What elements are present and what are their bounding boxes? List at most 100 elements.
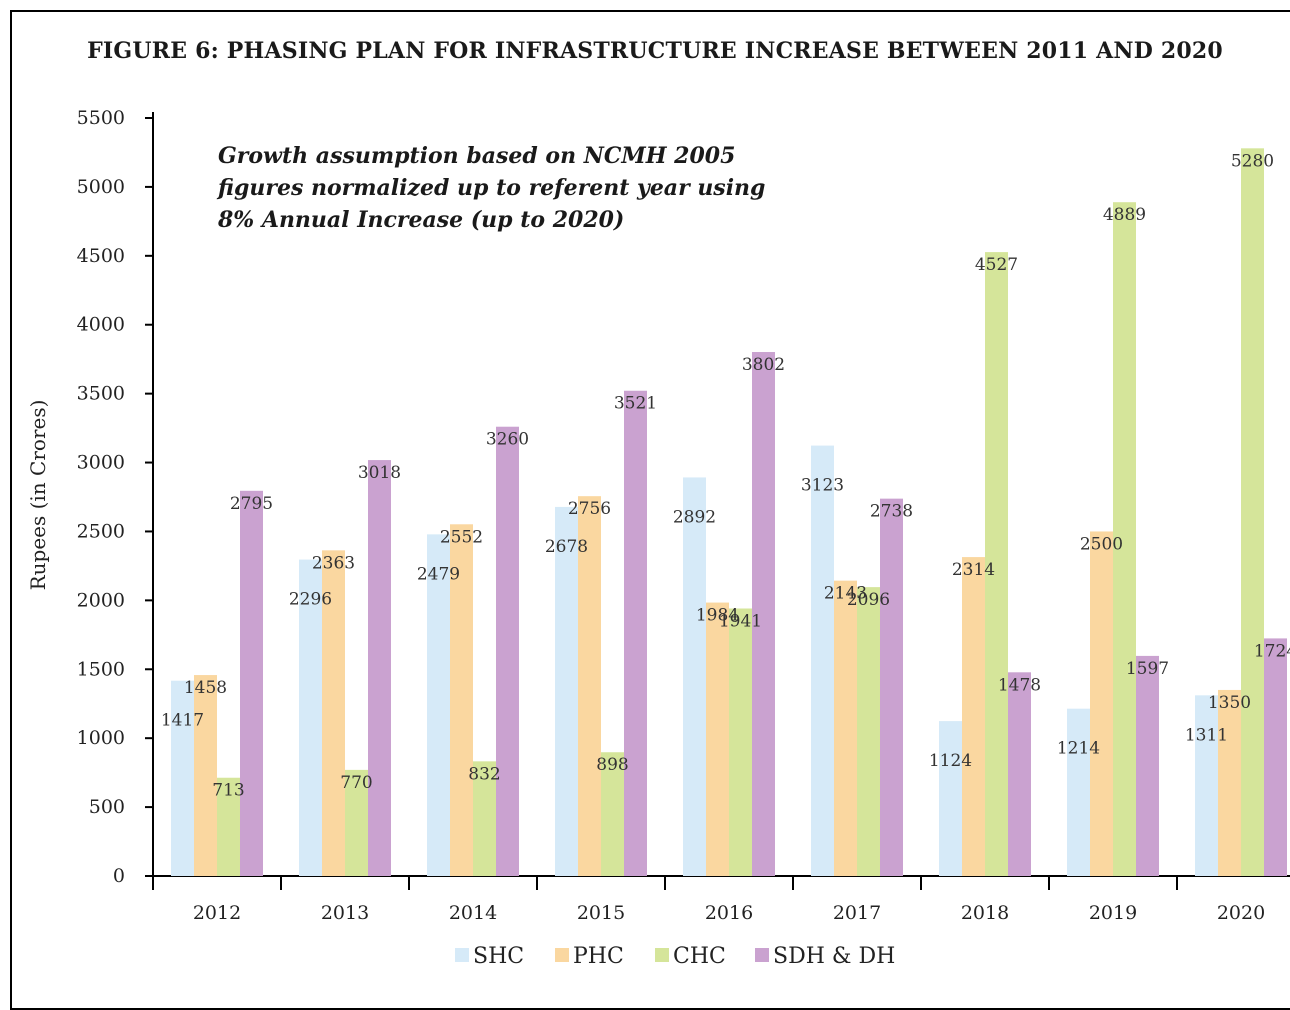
- bar-shc: [1195, 695, 1218, 876]
- legend-swatch: [655, 948, 669, 962]
- bar-phc: [834, 580, 857, 876]
- bar-phc: [962, 557, 985, 876]
- data-label: 4889: [1103, 205, 1146, 225]
- bar-sdh-dh: [1136, 655, 1159, 876]
- bar-phc: [322, 550, 345, 876]
- data-label: 1984: [696, 606, 739, 626]
- data-label: 3018: [358, 463, 401, 483]
- y-tick-label: 4000: [77, 314, 125, 336]
- bar-sdh-dh: [368, 460, 391, 876]
- bar-chc: [729, 608, 752, 876]
- bar-shc: [171, 680, 194, 876]
- x-tick-label: 2020: [1217, 902, 1265, 924]
- data-label: 1214: [1057, 739, 1100, 759]
- bar-chc: [1241, 148, 1264, 876]
- bar-shc: [299, 559, 322, 876]
- bar-shc: [555, 506, 578, 876]
- y-tick-label: 4500: [77, 245, 125, 267]
- bar-phc: [706, 602, 729, 876]
- data-label: 2479: [417, 564, 460, 584]
- bar-chc: [345, 769, 368, 876]
- bar-chc: [473, 761, 496, 876]
- legend-label: PHC: [573, 944, 624, 969]
- bar-sdh-dh: [752, 352, 775, 876]
- data-label: 3802: [742, 355, 785, 375]
- data-label: 832: [468, 764, 500, 784]
- data-label: 2738: [870, 502, 913, 522]
- data-label: 3521: [614, 394, 657, 414]
- data-label: 2314: [952, 560, 995, 580]
- y-tick-label: 1500: [77, 658, 125, 680]
- data-label: 2143: [824, 584, 867, 604]
- y-tick-label: 3500: [77, 383, 125, 405]
- legend-swatch: [755, 948, 769, 962]
- bar-chc: [1113, 202, 1136, 876]
- bar-sdh-dh: [624, 390, 647, 876]
- x-tick-label: 2012: [193, 902, 241, 924]
- data-label: 1941: [719, 611, 762, 631]
- y-tick-label: 5000: [77, 176, 125, 198]
- chart-annotation: Growth assumption based on NCMH 2005 fig…: [218, 140, 765, 236]
- legend-swatch: [555, 948, 569, 962]
- bar-shc: [939, 721, 962, 876]
- x-tick-label: 2015: [577, 902, 625, 924]
- data-label: 1724: [1254, 641, 1290, 661]
- legend-label: CHC: [673, 944, 726, 969]
- x-tick-label: 2017: [833, 902, 881, 924]
- bar-sdh-dh: [240, 490, 263, 876]
- data-label: 1478: [998, 675, 1041, 695]
- bar-phc: [578, 496, 601, 876]
- bar-chc: [985, 252, 1008, 876]
- data-label: 713: [212, 781, 244, 801]
- y-tick-label: 2500: [77, 520, 125, 542]
- data-label: 2363: [312, 553, 355, 573]
- bar-shc: [683, 477, 706, 876]
- annotation-line-3: 8% Annual Increase (up to 2020): [218, 207, 625, 233]
- legend-label: SHC: [473, 944, 524, 969]
- x-tick-label: 2014: [449, 902, 497, 924]
- data-label: 2756: [568, 499, 611, 519]
- data-label: 1311: [1185, 725, 1228, 745]
- y-tick-label: 2000: [77, 589, 125, 611]
- data-label: 2096: [847, 590, 890, 610]
- x-tick-label: 2018: [961, 902, 1009, 924]
- data-label: 1597: [1126, 659, 1169, 679]
- data-label: 2795: [230, 494, 273, 514]
- data-label: 2892: [673, 507, 716, 527]
- data-label: 2500: [1080, 534, 1123, 554]
- annotation-line-1: Growth assumption based on NCMH 2005: [218, 143, 736, 169]
- y-tick-label: 500: [89, 796, 125, 818]
- bar-sdh-dh: [1008, 672, 1031, 876]
- data-label: 2296: [289, 590, 332, 610]
- data-label: 5280: [1231, 151, 1274, 171]
- data-label: 2552: [440, 527, 483, 547]
- y-tick-label: 5500: [77, 107, 125, 129]
- bar-sdh-dh: [880, 498, 903, 876]
- legend-swatch: [455, 948, 469, 962]
- y-tick-label: 0: [113, 865, 125, 887]
- data-label: 1350: [1208, 693, 1251, 713]
- bar-chc: [217, 777, 240, 876]
- bar-sdh-dh: [496, 426, 519, 876]
- x-tick-label: 2013: [321, 902, 369, 924]
- bar-sdh-dh: [1264, 638, 1287, 876]
- x-tick-label: 2016: [705, 902, 753, 924]
- annotation-line-2: figures normalized up to referent year u…: [218, 175, 766, 201]
- data-label: 3123: [801, 476, 844, 496]
- data-label: 2678: [545, 537, 588, 557]
- data-label: 1124: [929, 751, 972, 771]
- x-tick-label: 2019: [1089, 902, 1137, 924]
- bar-phc: [194, 675, 217, 876]
- bar-chc: [601, 752, 624, 876]
- data-label: 770: [340, 773, 372, 793]
- data-label: 898: [596, 755, 628, 775]
- data-label: 1417: [161, 711, 204, 731]
- bar-shc: [427, 534, 450, 876]
- bar-phc: [1218, 689, 1241, 876]
- data-label: 3260: [486, 430, 529, 450]
- data-label: 4527: [975, 255, 1018, 275]
- legend-label: SDH & DH: [773, 944, 895, 969]
- bar-shc: [811, 445, 834, 876]
- data-label: 1458: [184, 678, 227, 698]
